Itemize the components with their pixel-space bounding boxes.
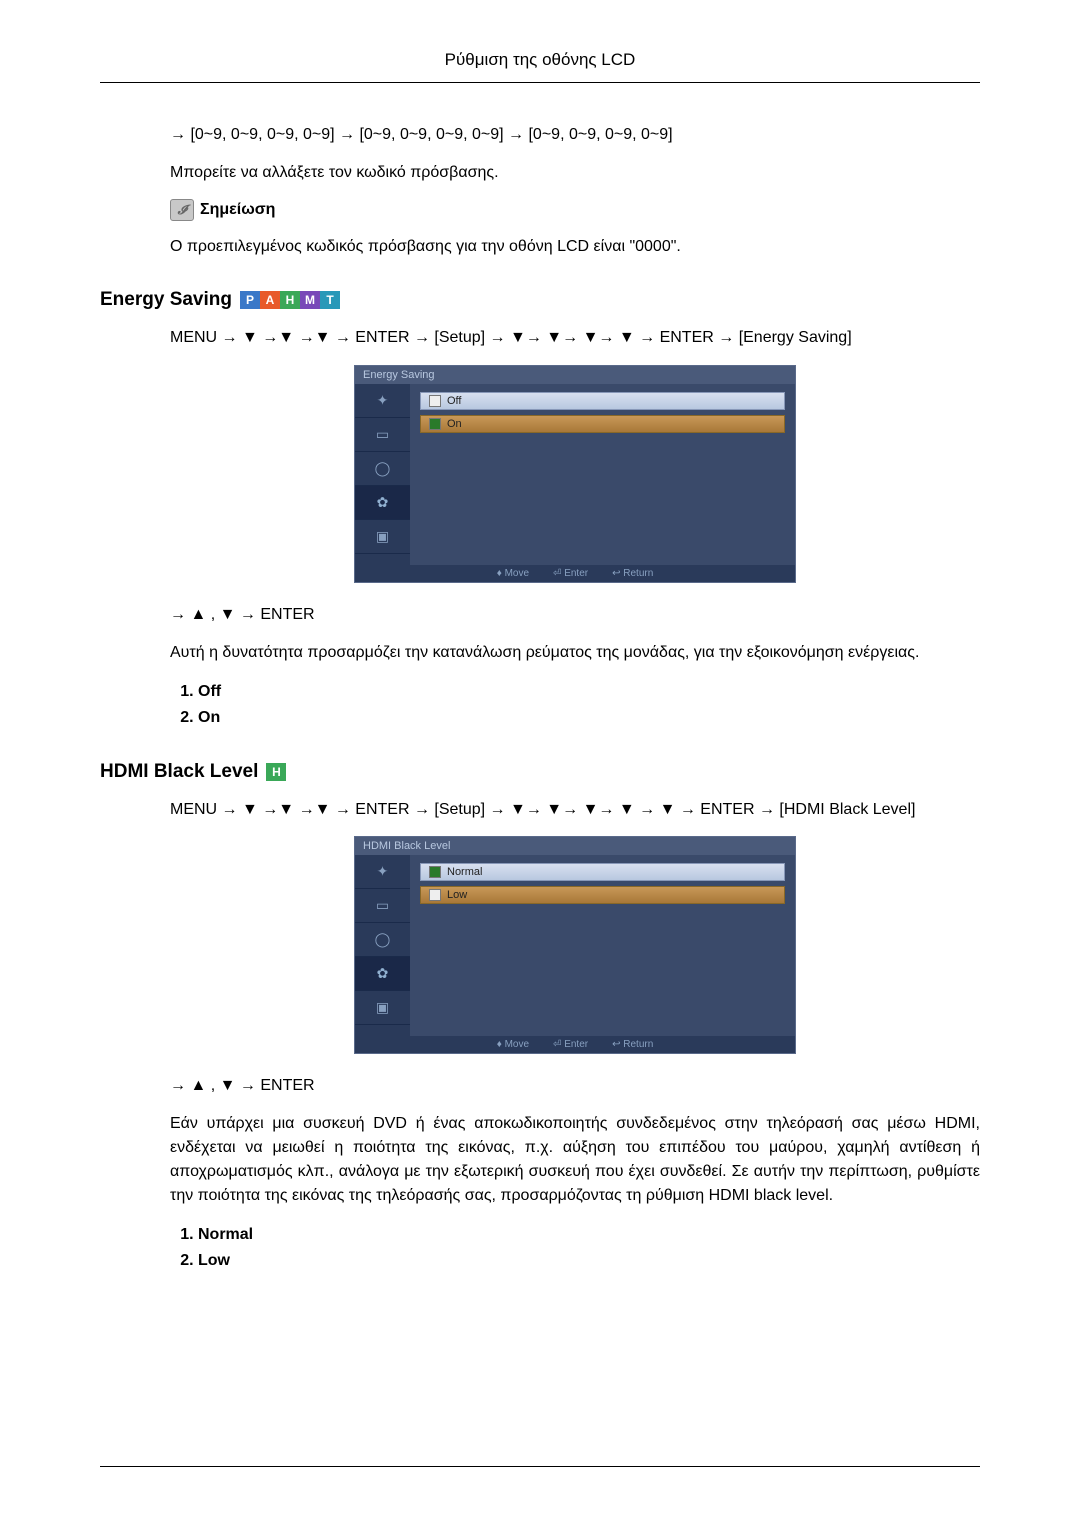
after-nav-hdmi: → ▲ , ▼ → ENTER <box>170 1074 980 1098</box>
badge-h: H <box>280 291 300 309</box>
osd-option-label: Normal <box>447 866 482 878</box>
section-heading: Energy Saving <box>100 289 232 311</box>
pin-pattern-line: → [0~9, 0~9, 0~9, 0~9] → [0~9, 0~9, 0~9,… <box>170 123 980 147</box>
osd-footer-return: ↩ Return <box>612 568 653 579</box>
osd-title: Energy Saving <box>355 366 795 384</box>
check-icon <box>429 395 441 407</box>
osd-tab-icon[interactable]: ✿ <box>355 486 410 520</box>
osd-option[interactable]: Low <box>420 886 785 904</box>
osd-footer: ♦ Move ⏎ Enter ↩ Return <box>355 565 795 582</box>
osd-sidebar-hdmi: ✦▭◯✿▣ <box>355 855 410 1036</box>
options-list-energy: Off On <box>170 679 980 731</box>
badge-t: T <box>320 291 340 309</box>
nav-path-hdmi: MENU → ▼ →▼ →▼ → ENTER → [Setup] → ▼→ ▼→… <box>170 797 980 823</box>
footer-rule <box>100 1466 980 1467</box>
list-item: Off <box>198 679 980 705</box>
note-label: Σημείωση <box>200 201 275 219</box>
content-area: → [0~9, 0~9, 0~9, 0~9] → [0~9, 0~9, 0~9,… <box>100 123 980 1274</box>
nav-path-energy: MENU → ▼ →▼ →▼ → ENTER → [Setup] → ▼→ ▼→… <box>170 325 980 351</box>
note-icon: 𝓘 <box>170 199 194 221</box>
osd-energy: Energy Saving ✦▭◯✿▣ Off On ♦ Move ⏎ Enter… <box>354 365 796 583</box>
osd-option[interactable]: On <box>420 415 785 433</box>
osd-body: ✦▭◯✿▣ Normal Low <box>355 855 795 1036</box>
osd-main-energy: Off On <box>410 384 795 565</box>
list-item: Normal <box>198 1222 980 1248</box>
options-list-hdmi: Normal Low <box>170 1222 980 1274</box>
list-item: On <box>198 705 980 731</box>
change-pin-text: Μπορείτε να αλλάξετε τον κωδικό πρόσβαση… <box>170 161 980 185</box>
osd-option[interactable]: Normal <box>420 863 785 881</box>
osd-main-hdmi: Normal Low <box>410 855 795 1036</box>
osd-option-label: Off <box>447 395 461 407</box>
page: Ρύθμιση της οθόνης LCD → [0~9, 0~9, 0~9,… <box>0 0 1080 1527</box>
osd-footer-enter: ⏎ Enter <box>553 1039 588 1050</box>
osd-option-label: On <box>447 418 462 430</box>
osd-footer-move: ♦ Move <box>497 568 529 579</box>
after-nav-energy: → ▲ , ▼ → ENTER <box>170 603 980 627</box>
osd-footer-enter: ⏎ Enter <box>553 568 588 579</box>
badge-h: H <box>266 763 286 781</box>
osd-wrap-energy: Energy Saving ✦▭◯✿▣ Off On ♦ Move ⏎ Enter… <box>170 365 980 583</box>
osd-title: HDMI Black Level <box>355 837 795 855</box>
osd-sidebar-energy: ✦▭◯✿▣ <box>355 384 410 565</box>
osd-tab-icon[interactable]: ▭ <box>355 889 410 923</box>
section-title-energy: Energy Saving PAHMT <box>100 289 980 311</box>
check-icon <box>429 418 441 430</box>
badge-m: M <box>300 291 320 309</box>
osd-tab-icon[interactable]: ◯ <box>355 452 410 486</box>
osd-tab-icon[interactable]: ✿ <box>355 957 410 991</box>
osd-footer: ♦ Move ⏎ Enter ↩ Return <box>355 1036 795 1053</box>
osd-tab-icon[interactable]: ◯ <box>355 923 410 957</box>
osd-tab-icon[interactable]: ✦ <box>355 855 410 889</box>
osd-option-label: Low <box>447 889 467 901</box>
osd-footer-move: ♦ Move <box>497 1039 529 1050</box>
note-row: 𝓘 Σημείωση <box>170 199 980 221</box>
check-icon <box>429 889 441 901</box>
osd-wrap-hdmi: HDMI Black Level ✦▭◯✿▣ Normal Low ♦ Move … <box>170 836 980 1054</box>
osd-tab-icon[interactable]: ✦ <box>355 384 410 418</box>
list-item: Low <box>198 1248 980 1274</box>
badge-a: A <box>260 291 280 309</box>
badge-p: P <box>240 291 260 309</box>
page-title: Ρύθμιση της οθόνης LCD <box>445 50 636 69</box>
osd-tab-icon[interactable]: ▣ <box>355 991 410 1025</box>
badges-hdmi: H <box>266 763 286 781</box>
osd-tab-icon[interactable]: ▣ <box>355 520 410 554</box>
badges-energy: PAHMT <box>240 291 340 309</box>
section-title-hdmi: HDMI Black Level H <box>100 761 980 783</box>
check-icon <box>429 866 441 878</box>
desc-hdmi: Εάν υπάρχει μια συσκευή DVD ή ένας αποκω… <box>170 1112 980 1208</box>
desc-energy: Αυτή η δυνατότητα προσαρμόζει την κατανά… <box>170 641 980 665</box>
osd-option[interactable]: Off <box>420 392 785 410</box>
osd-tab-icon[interactable]: ▭ <box>355 418 410 452</box>
osd-footer-return: ↩ Return <box>612 1039 653 1050</box>
osd-body: ✦▭◯✿▣ Off On <box>355 384 795 565</box>
page-header: Ρύθμιση της οθόνης LCD <box>100 50 980 83</box>
section-heading: HDMI Black Level <box>100 761 258 783</box>
note-body: Ο προεπιλεγμένος κωδικός πρόσβασης για τ… <box>170 235 980 259</box>
osd-hdmi: HDMI Black Level ✦▭◯✿▣ Normal Low ♦ Move … <box>354 836 796 1054</box>
